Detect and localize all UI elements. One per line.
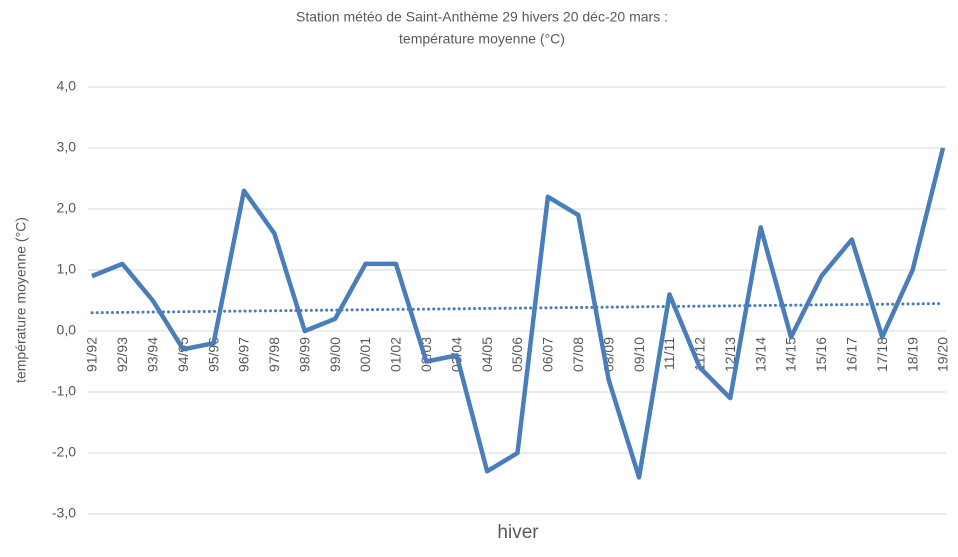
x-tick-label: 99/00 — [327, 337, 343, 372]
x-tick-label: 13/14 — [752, 337, 768, 372]
y-tick-label: -3,0 — [52, 505, 76, 521]
x-tick-label: 16/17 — [844, 337, 860, 372]
x-tick-label: 14/15 — [783, 337, 799, 372]
x-tick-label: 92/93 — [114, 337, 130, 372]
x-tick-label: 04/05 — [479, 337, 495, 372]
x-tick-label: 18/19 — [904, 337, 920, 372]
y-tick-label: 4,0 — [57, 78, 77, 94]
x-tick-label: 12/13 — [722, 337, 738, 372]
x-tick-label: 97/98 — [266, 337, 282, 372]
y-tick-label: 1,0 — [57, 261, 77, 277]
chart-title: température moyenne (°C) — [399, 31, 565, 47]
chart-title: Station météo de Saint-Anthème 29 hivers… — [296, 9, 668, 25]
y-tick-label: 3,0 — [57, 139, 77, 155]
y-tick-label: 0,0 — [57, 322, 77, 338]
x-tick-label: 11/11 — [661, 337, 677, 370]
y-tick-label: -1,0 — [52, 383, 76, 399]
x-tick-label: 91/92 — [84, 337, 100, 372]
x-tick-label: 17/18 — [874, 337, 890, 372]
x-tick-label: 00/01 — [357, 337, 373, 372]
data-line — [91, 147, 946, 480]
x-tick-label: 15/16 — [813, 337, 829, 372]
x-axis-label: hiver — [497, 522, 539, 543]
y-tick-label: 2,0 — [57, 200, 77, 216]
y-tick-label: -2,0 — [52, 444, 76, 460]
x-tick-label: 19/20 — [935, 337, 951, 372]
x-tick-label: 05/06 — [509, 337, 525, 372]
y-axis-label: température moyenne (°C) — [13, 217, 29, 383]
x-tick-label: 06/07 — [540, 337, 556, 372]
x-tick-label: 96/97 — [236, 337, 252, 372]
trendline — [90, 302, 945, 315]
x-tick-label: 01/02 — [388, 337, 404, 372]
x-tick-label: 07/08 — [570, 337, 586, 372]
x-tick-label: 98/99 — [296, 337, 312, 372]
x-tick-label: 93/94 — [144, 337, 160, 372]
x-tick-label: 09/10 — [631, 337, 647, 372]
